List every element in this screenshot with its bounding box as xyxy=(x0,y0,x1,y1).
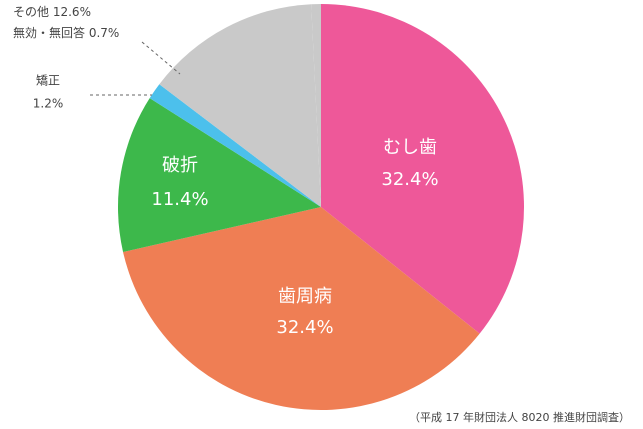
slice-value: 12.6% xyxy=(53,5,91,19)
slice-label: 無効・無回答 0.7% xyxy=(13,25,119,40)
slice-category: その他 xyxy=(13,5,49,19)
slice-label: 矯正 xyxy=(36,74,60,88)
pie-slice xyxy=(311,4,321,207)
slice-category: 無効・無回答 xyxy=(13,25,85,40)
pie-slice xyxy=(123,207,480,411)
slice-label: 歯周病 xyxy=(278,286,332,307)
slice-value: 0.7% xyxy=(89,26,120,40)
slice-label: むし歯 xyxy=(383,137,437,158)
slice-value: 32.4% xyxy=(381,169,438,190)
pie-slice xyxy=(149,84,321,207)
pie-slice xyxy=(321,4,524,334)
slice-label: その他 12.6% xyxy=(13,5,91,19)
slice-value: 1.2% xyxy=(33,97,64,111)
pie-slice xyxy=(117,98,321,252)
leader-line xyxy=(141,41,181,75)
pie-slice xyxy=(159,4,321,207)
slice-label: 破折 xyxy=(162,155,198,176)
slice-value: 11.4% xyxy=(151,189,208,210)
slice-value: 32.4% xyxy=(276,317,333,338)
source-note: （平成 17 年財団法人 8020 推進財団調査） xyxy=(409,410,630,424)
